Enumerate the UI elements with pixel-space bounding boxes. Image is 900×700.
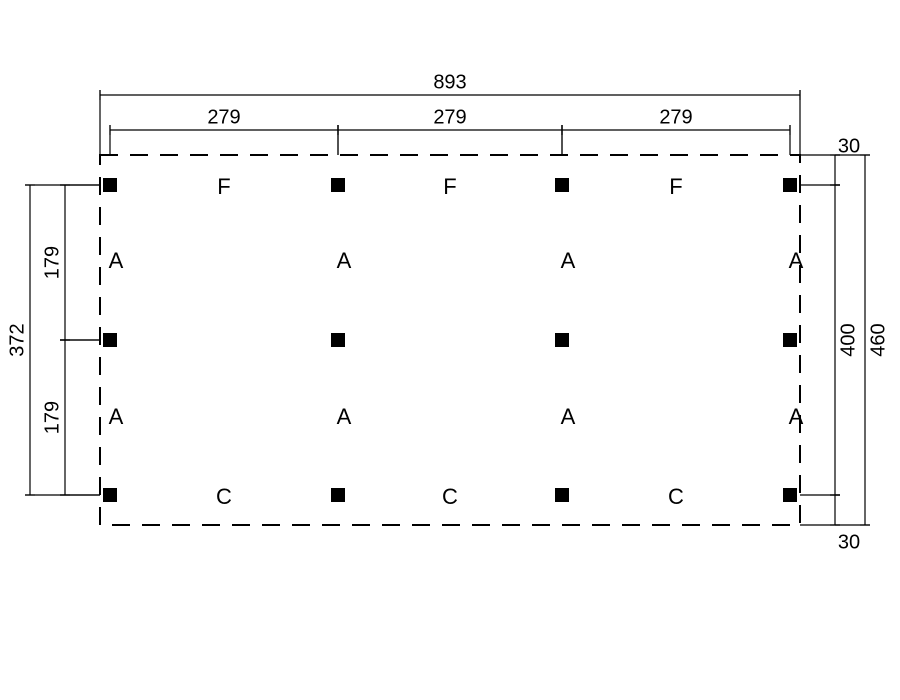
bay-label-a: A (337, 248, 352, 273)
dim-top-bay-0-label: 279 (207, 106, 240, 128)
column-post (555, 333, 569, 347)
dim-right-gap-bottom-label: 30 (838, 531, 860, 553)
plan-diagram: F F F C C C A A A A A A A A 893 279 279 279 372 179 179 460 40… (0, 0, 900, 700)
bay-label-f: F (217, 174, 230, 199)
dim-right-gap-top-label: 30 (838, 135, 860, 157)
bay-label-f: F (669, 174, 682, 199)
column-post (103, 178, 117, 192)
column-post (331, 178, 345, 192)
column-post (555, 178, 569, 192)
column-post (103, 333, 117, 347)
dim-left-bay-0-label: 179 (41, 246, 63, 279)
column-post (783, 333, 797, 347)
bay-label-a: A (561, 248, 576, 273)
dim-top-overall-label: 893 (433, 71, 466, 93)
column-post (783, 178, 797, 192)
bay-label-c: C (442, 484, 458, 509)
dim-right-outer-label: 460 (867, 323, 889, 356)
column-post (331, 333, 345, 347)
bay-label-f: F (443, 174, 456, 199)
bay-label-a: A (789, 404, 804, 429)
bay-label-a: A (789, 248, 804, 273)
bay-label-c: C (668, 484, 684, 509)
dim-left-bay-1-label: 179 (41, 401, 63, 434)
dim-left-overall-label: 372 (6, 323, 28, 356)
dim-top-bay-1-label: 279 (433, 106, 466, 128)
bay-label-a: A (109, 404, 124, 429)
dim-right-inner-label: 400 (837, 323, 859, 356)
column-post (103, 488, 117, 502)
column-post (555, 488, 569, 502)
column-post (783, 488, 797, 502)
dim-top-bay-2-label: 279 (659, 106, 692, 128)
bay-label-a: A (337, 404, 352, 429)
column-post (331, 488, 345, 502)
bay-label-a: A (561, 404, 576, 429)
bay-label-c: C (216, 484, 232, 509)
bay-label-a: A (109, 248, 124, 273)
plan-outline (100, 155, 800, 525)
